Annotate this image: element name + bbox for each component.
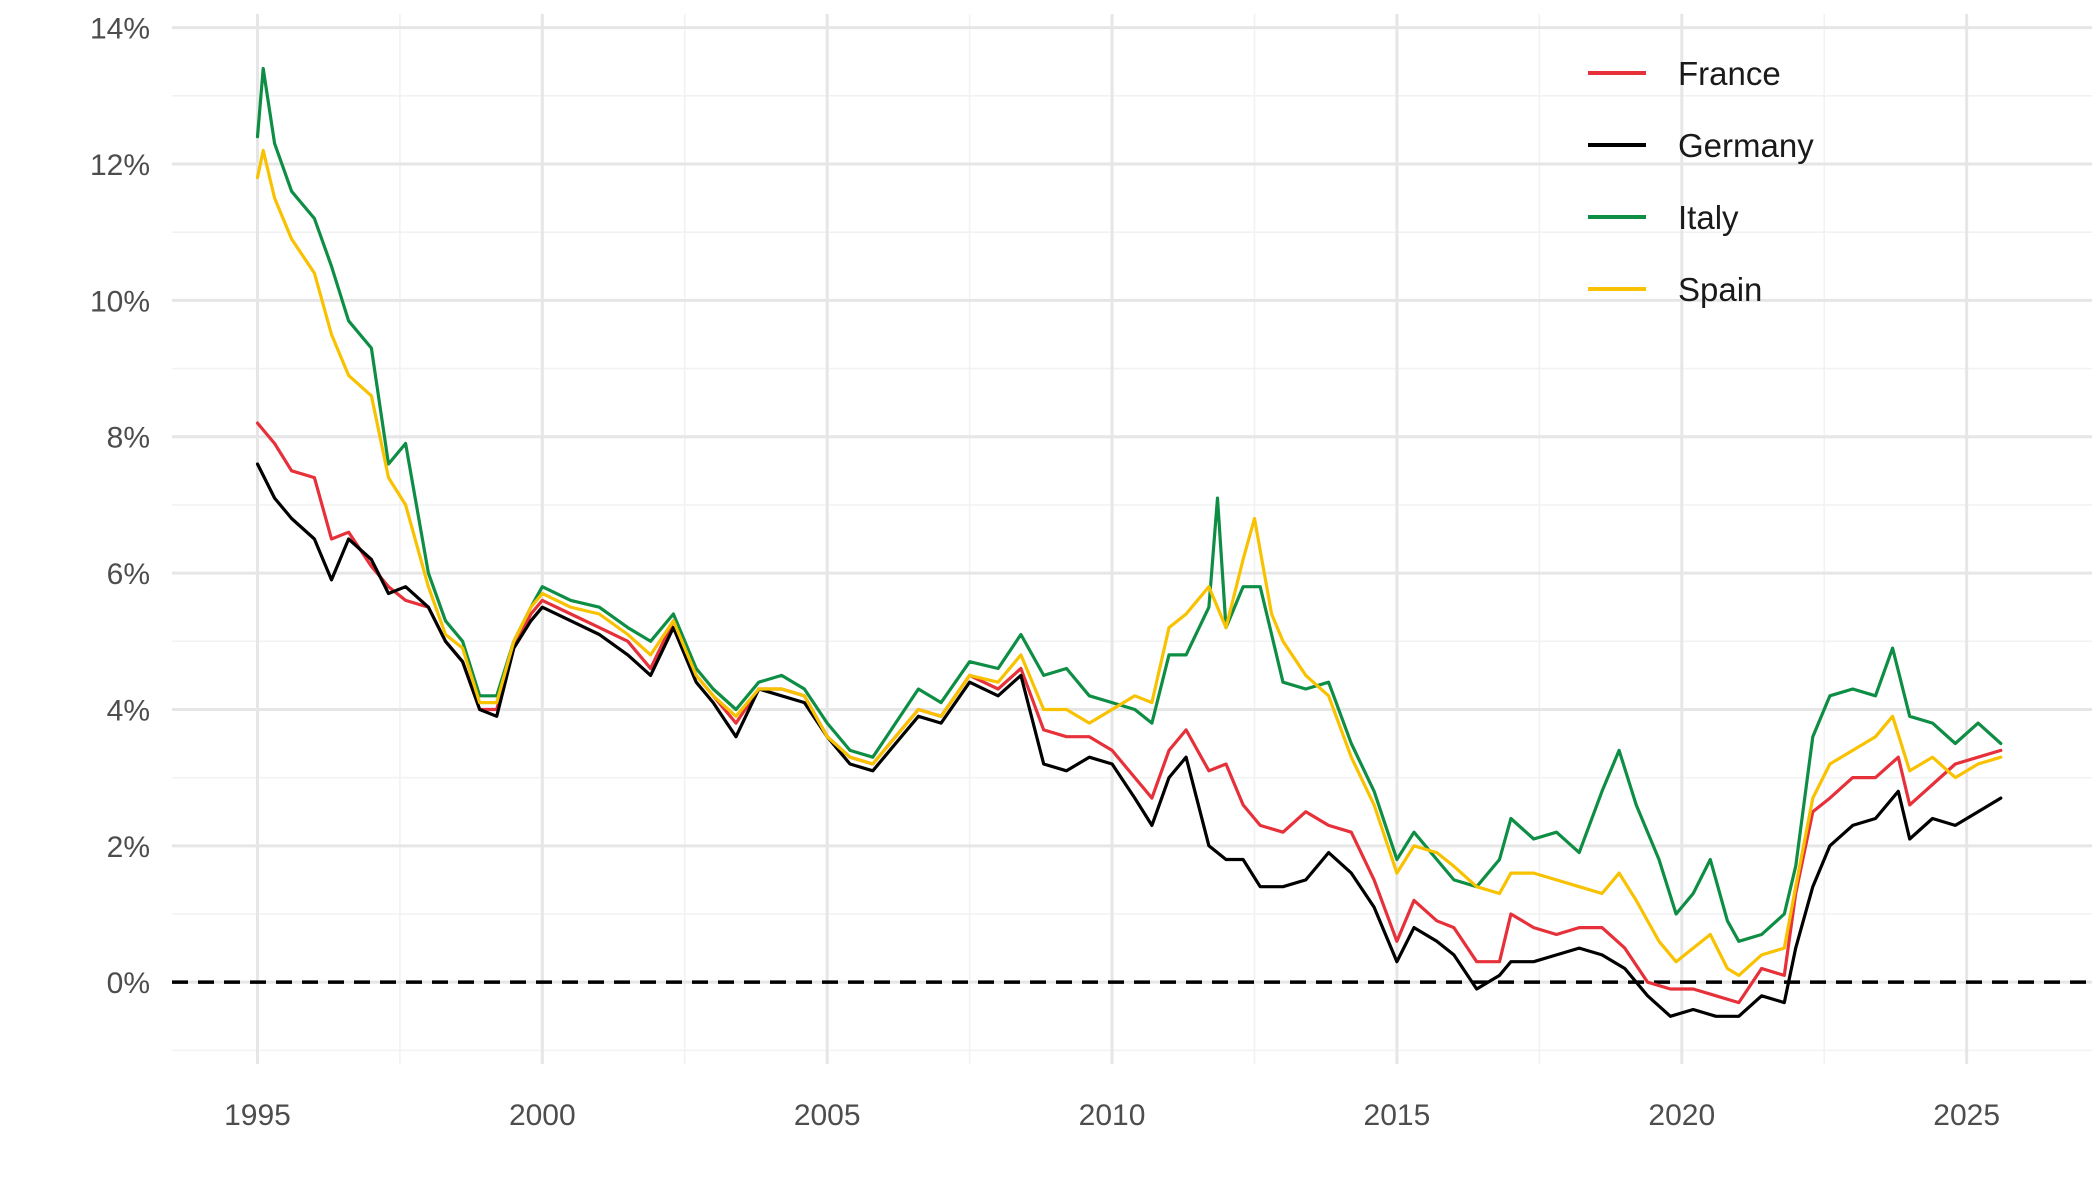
legend: France Germany Italy Spain [1588, 55, 1814, 308]
minor-gridlines [172, 14, 2092, 1064]
x-tick-label: 2005 [794, 1099, 861, 1132]
x-tick-label: 2000 [509, 1099, 576, 1132]
y-tick-label: 4% [107, 694, 150, 727]
x-tick-label: 2010 [1079, 1099, 1146, 1132]
y-tick-label: 10% [90, 285, 150, 318]
y-tick-label: 12% [90, 149, 150, 182]
y-tick-label: 2% [107, 831, 150, 864]
x-tick-label: 2015 [1364, 1099, 1431, 1132]
legend-label-france: France [1678, 55, 1781, 92]
x-tick-label: 2025 [1933, 1099, 2000, 1132]
y-tick-label: 14% [90, 13, 150, 46]
series-line-spain [255, 148, 2003, 978]
y-tick-label: 6% [107, 558, 150, 591]
legend-label-germany: Germany [1678, 127, 1814, 164]
x-tick-label: 1995 [224, 1099, 291, 1132]
y-axis-tick-labels: 0% 2% 4% 6% 8% 10% 12% 14% [90, 13, 150, 1001]
x-axis-tick-labels: 1995 2000 2005 2010 2015 2020 2025 [224, 1099, 2000, 1132]
major-gridlines [172, 14, 2092, 1064]
legend-label-italy: Italy [1678, 199, 1739, 236]
y-tick-label: 0% [107, 967, 150, 1000]
series-line-france [255, 421, 2003, 1005]
series-line-germany [255, 462, 2003, 1018]
legend-label-spain: Spain [1678, 271, 1762, 308]
y-tick-label: 8% [107, 422, 150, 455]
x-tick-label: 2020 [1648, 1099, 1715, 1132]
series-lines [255, 66, 2003, 1018]
